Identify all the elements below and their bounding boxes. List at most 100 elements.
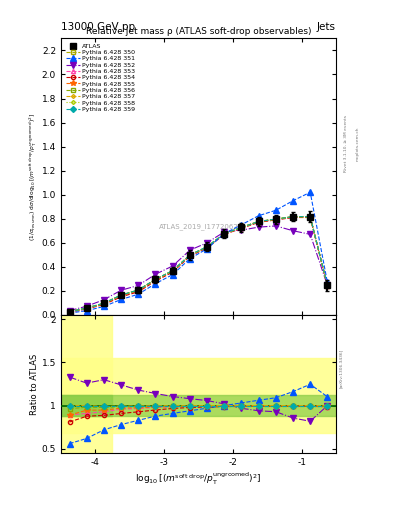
- Pythia 6.428 359: [205, 244, 209, 250]
- Pythia 6.428 356: [170, 268, 175, 274]
- Pythia 6.428 354: [153, 278, 158, 284]
- Pythia 6.428 357: [119, 292, 123, 298]
- X-axis label: $\log_{10}[(m^{\rm soft\ drop}/p_{\rm T}^{\rm ungroomed})^2]$: $\log_{10}[(m^{\rm soft\ drop}/p_{\rm T}…: [135, 471, 262, 487]
- Pythia 6.428 358: [256, 218, 261, 224]
- Pythia 6.428 357: [325, 283, 330, 289]
- Legend: ATLAS, Pythia 6.428 350, Pythia 6.428 351, Pythia 6.428 352, Pythia 6.428 353, P: ATLAS, Pythia 6.428 350, Pythia 6.428 35…: [64, 41, 137, 114]
- Pythia 6.428 355: [325, 283, 330, 289]
- Pythia 6.428 354: [308, 215, 312, 221]
- Pythia 6.428 352: [170, 263, 175, 269]
- Bar: [61, 395, 336, 416]
- Pythia 6.428 353: [274, 217, 278, 223]
- Pythia 6.428 358: [187, 252, 192, 258]
- Line: Pythia 6.428 351: Pythia 6.428 351: [67, 189, 330, 316]
- Pythia 6.428 359: [187, 252, 192, 258]
- Text: [arXiv:1306.3436]: [arXiv:1306.3436]: [339, 349, 343, 388]
- Pythia 6.428 352: [325, 282, 330, 288]
- Pythia 6.428 353: [170, 268, 175, 274]
- Pythia 6.428 350: [325, 282, 330, 288]
- Pythia 6.428 357: [84, 305, 89, 311]
- Pythia 6.428 352: [308, 231, 312, 238]
- Pythia 6.428 357: [239, 224, 244, 230]
- Pythia 6.428 359: [153, 276, 158, 283]
- Pythia 6.428 356: [308, 214, 312, 220]
- Pythia 6.428 355: [222, 231, 227, 237]
- Pythia 6.428 355: [256, 219, 261, 225]
- Pythia 6.428 351: [274, 207, 278, 214]
- Pythia 6.428 357: [205, 244, 209, 250]
- Pythia 6.428 358: [274, 216, 278, 222]
- Pythia 6.428 358: [205, 244, 209, 250]
- Pythia 6.428 350: [187, 252, 192, 258]
- Pythia 6.428 350: [136, 287, 141, 293]
- Pythia 6.428 352: [101, 296, 106, 303]
- Pythia 6.428 353: [119, 293, 123, 299]
- Pythia 6.428 355: [101, 301, 106, 307]
- Pythia 6.428 357: [153, 276, 158, 283]
- Text: Rivet 3.1.10, ≥ 3M events: Rivet 3.1.10, ≥ 3M events: [344, 115, 348, 172]
- Pythia 6.428 352: [256, 224, 261, 230]
- Pythia 6.428 354: [239, 225, 244, 231]
- Pythia 6.428 350: [256, 219, 261, 225]
- Pythia 6.428 359: [256, 219, 261, 225]
- Pythia 6.428 353: [239, 225, 244, 231]
- Pythia 6.428 353: [205, 244, 209, 250]
- Pythia 6.428 351: [205, 246, 209, 252]
- Pythia 6.428 359: [239, 224, 244, 230]
- Pythia 6.428 351: [187, 255, 192, 262]
- Pythia 6.428 352: [153, 271, 158, 278]
- Line: Pythia 6.428 353: Pythia 6.428 353: [68, 215, 329, 314]
- Text: mcplots.cern.ch: mcplots.cern.ch: [356, 126, 360, 161]
- Pythia 6.428 356: [274, 216, 278, 222]
- Line: Pythia 6.428 359: Pythia 6.428 359: [68, 215, 329, 314]
- Pythia 6.428 356: [187, 252, 192, 259]
- Pythia 6.428 353: [187, 252, 192, 259]
- Pythia 6.428 350: [84, 305, 89, 311]
- Pythia 6.428 353: [67, 309, 72, 315]
- Pythia 6.428 355: [239, 225, 244, 231]
- Pythia 6.428 353: [325, 283, 330, 289]
- Pythia 6.428 355: [205, 244, 209, 250]
- Pythia 6.428 355: [187, 252, 192, 259]
- Pythia 6.428 356: [205, 244, 209, 250]
- Pythia 6.428 358: [325, 282, 330, 288]
- Pythia 6.428 357: [67, 309, 72, 315]
- Pythia 6.428 356: [239, 225, 244, 231]
- Pythia 6.428 357: [256, 219, 261, 225]
- Pythia 6.428 352: [84, 303, 89, 309]
- Pythia 6.428 352: [119, 287, 123, 293]
- Pythia 6.428 350: [67, 309, 72, 315]
- Pythia 6.428 354: [205, 245, 209, 251]
- Pythia 6.428 354: [119, 294, 123, 300]
- Pythia 6.428 357: [308, 214, 312, 220]
- Pythia 6.428 354: [274, 217, 278, 223]
- Pythia 6.428 352: [136, 282, 141, 288]
- Pythia 6.428 356: [222, 231, 227, 237]
- Text: 13000 GeV pp: 13000 GeV pp: [61, 22, 135, 32]
- Line: Pythia 6.428 357: Pythia 6.428 357: [68, 215, 329, 313]
- Pythia 6.428 351: [170, 271, 175, 278]
- Pythia 6.428 357: [136, 287, 141, 293]
- Pythia 6.428 354: [136, 289, 141, 295]
- Pythia 6.428 352: [187, 247, 192, 253]
- Pythia 6.428 352: [274, 223, 278, 229]
- Pythia 6.428 354: [84, 306, 89, 312]
- Pythia 6.428 356: [67, 309, 72, 315]
- Pythia 6.428 351: [291, 198, 296, 204]
- Pythia 6.428 355: [119, 292, 123, 298]
- Pythia 6.428 359: [325, 282, 330, 288]
- Pythia 6.428 353: [84, 306, 89, 312]
- Pythia 6.428 356: [256, 219, 261, 225]
- Pythia 6.428 351: [101, 304, 106, 310]
- Pythia 6.428 353: [256, 219, 261, 225]
- Pythia 6.428 358: [84, 305, 89, 311]
- Pythia 6.428 357: [187, 252, 192, 258]
- Title: Relative jet mass ρ (ATLAS soft-drop observables): Relative jet mass ρ (ATLAS soft-drop obs…: [86, 27, 311, 36]
- Pythia 6.428 356: [119, 292, 123, 298]
- Pythia 6.428 351: [239, 222, 244, 228]
- Pythia 6.428 355: [291, 214, 296, 220]
- Pythia 6.428 354: [67, 309, 72, 315]
- Pythia 6.428 352: [67, 308, 72, 314]
- Line: Pythia 6.428 354: Pythia 6.428 354: [68, 216, 329, 314]
- Pythia 6.428 350: [153, 276, 158, 283]
